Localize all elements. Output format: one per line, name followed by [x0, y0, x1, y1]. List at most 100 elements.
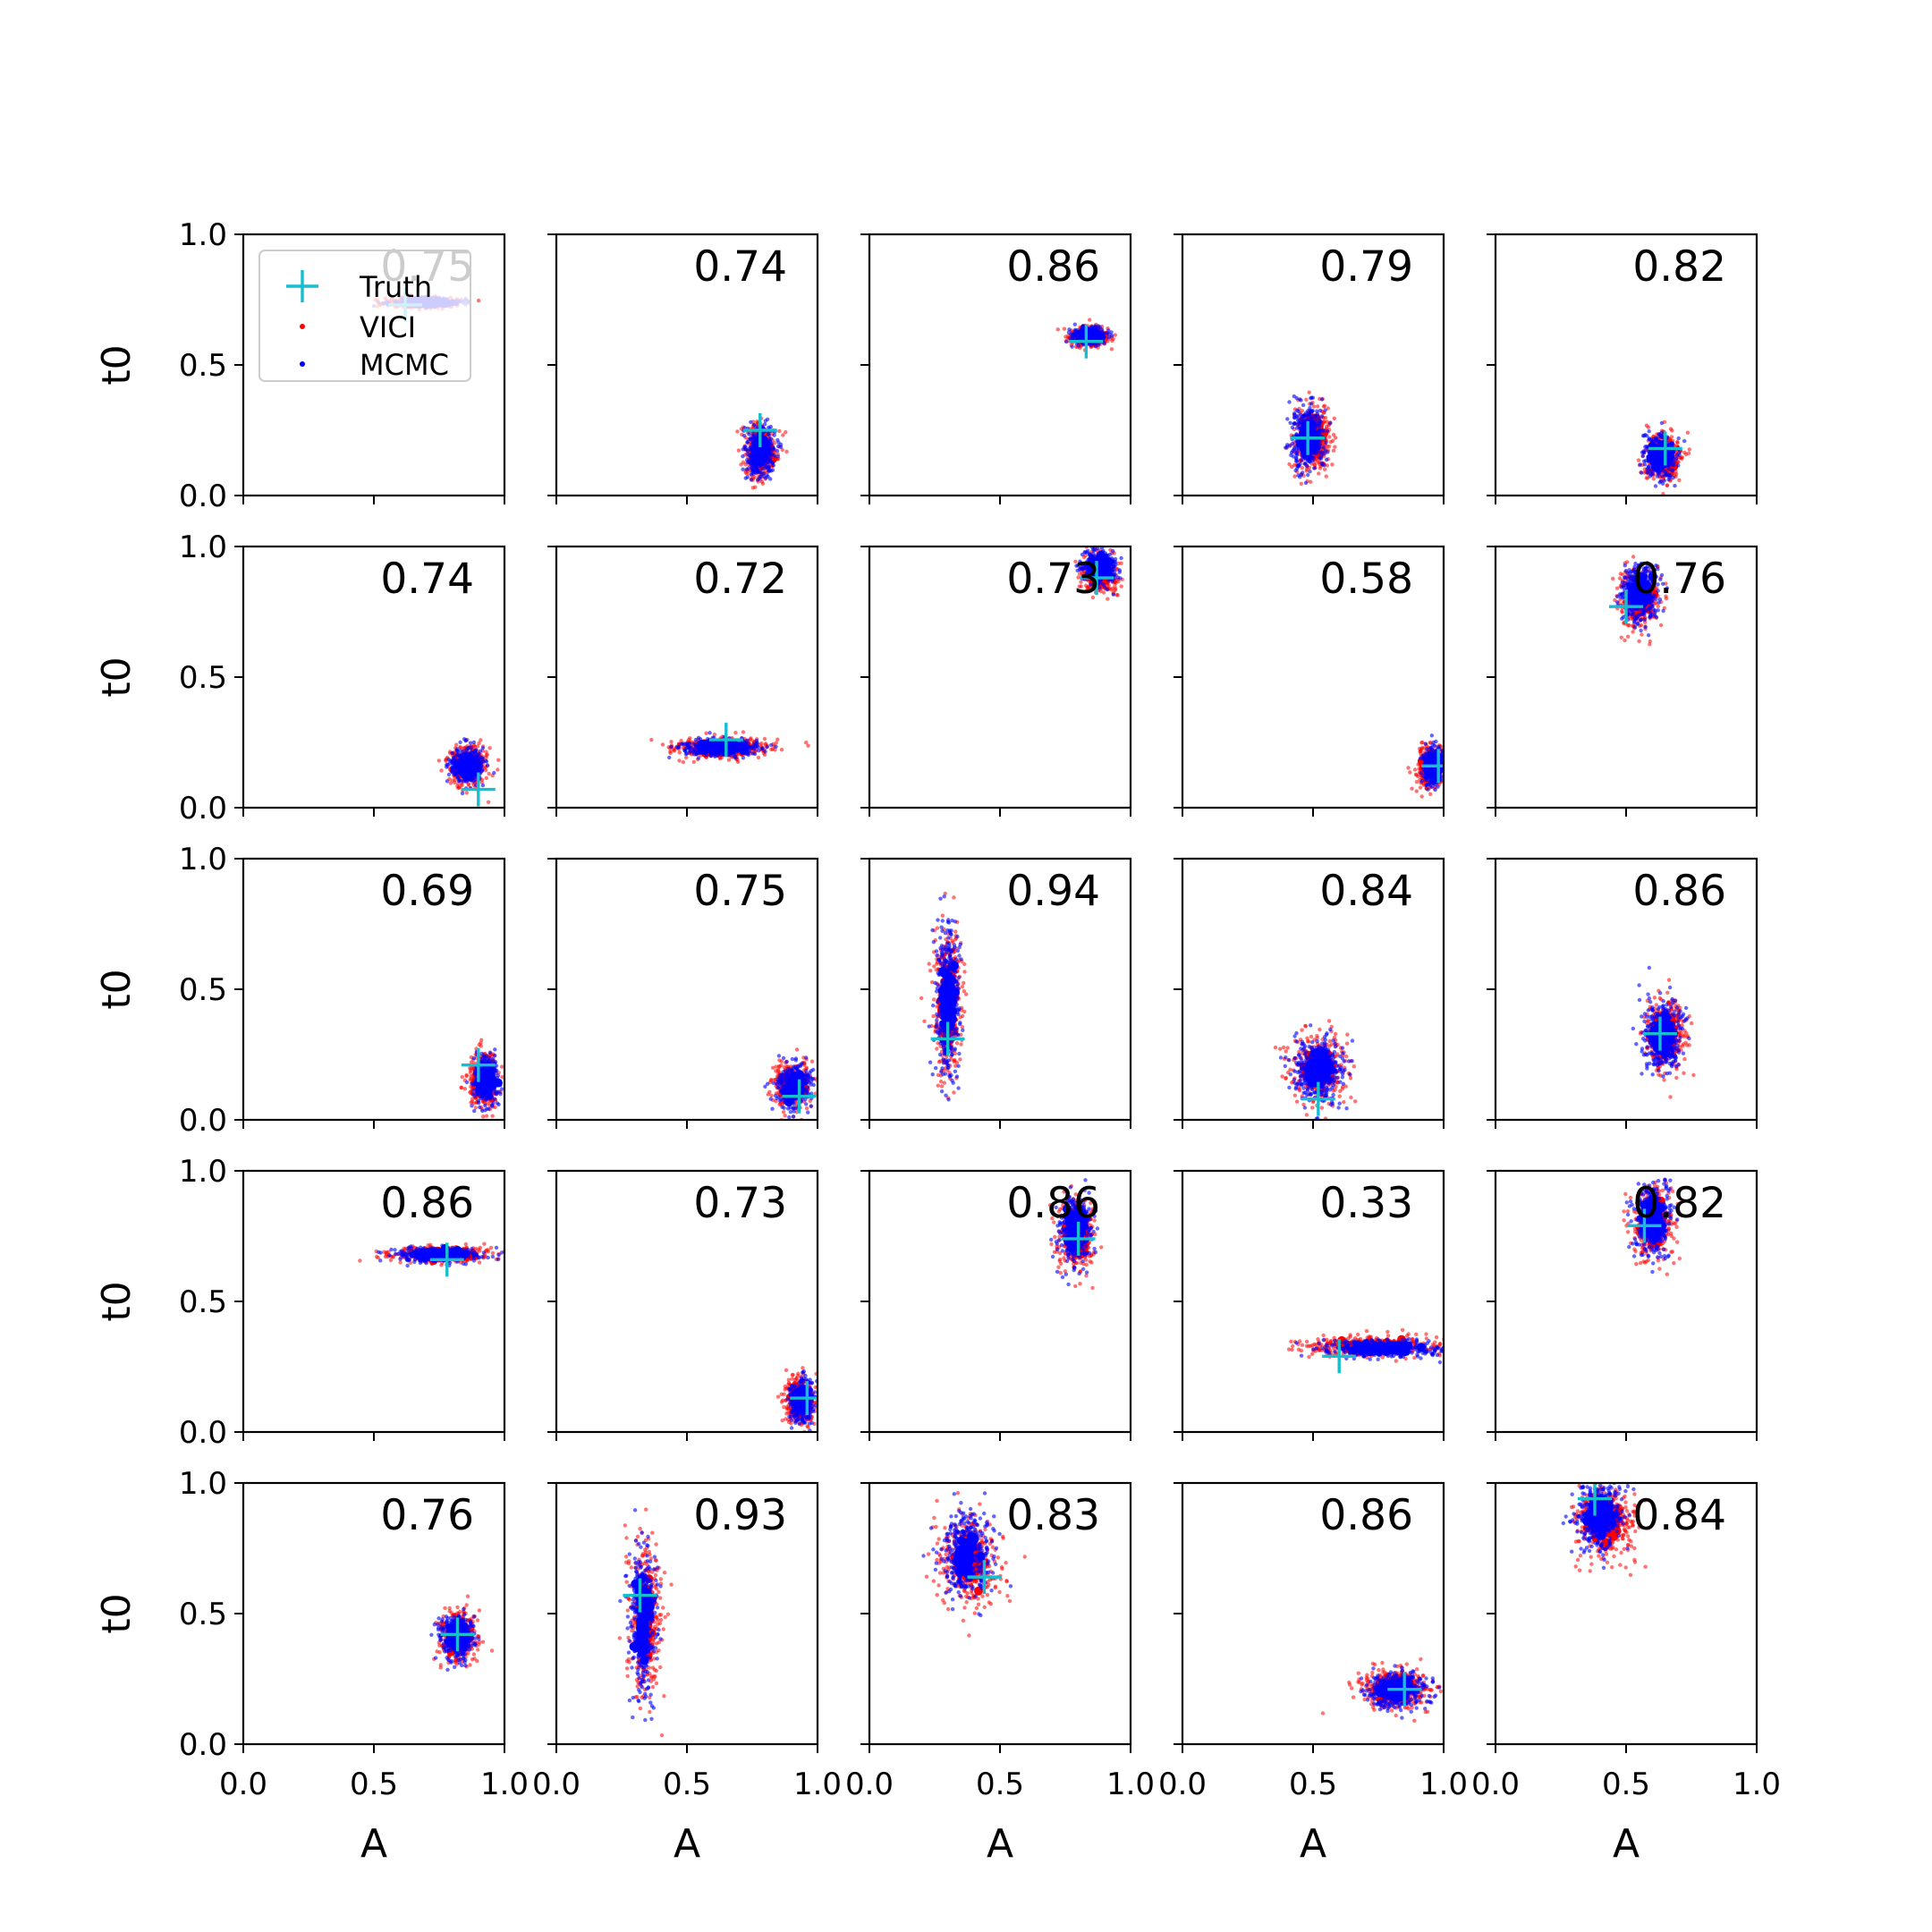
mcmc-point: [1324, 457, 1329, 462]
mcmc-point: [1293, 455, 1299, 461]
panel-points: [1284, 390, 1338, 486]
mcmc-point: [1325, 428, 1330, 434]
vici-point: [1685, 430, 1690, 435]
mcmc-point: [1317, 417, 1322, 421]
mcmc-point: [1662, 469, 1667, 473]
y-axis-label: t0: [94, 344, 140, 385]
vici-point: [1325, 419, 1330, 424]
mcmc-point: [775, 448, 780, 453]
vici-point: [784, 449, 789, 454]
vici-point: [487, 746, 492, 750]
panel-value-label: 0.74: [693, 242, 787, 292]
vici-point: [1670, 428, 1674, 433]
vici-point: [741, 460, 746, 464]
mcmc-point: [1326, 450, 1330, 454]
vici-point: [777, 428, 782, 434]
mcmc-point: [1640, 434, 1646, 438]
mcmc-point: [1093, 343, 1098, 349]
vici-point: [477, 741, 481, 746]
panel-points: [1636, 419, 1692, 496]
panel-points: [1055, 318, 1118, 359]
mcmc-point: [741, 467, 745, 471]
mcmc-point: [1654, 437, 1658, 442]
mcmc-point: [1318, 408, 1323, 413]
panels-layer: 0.00.51.0t00.750.740.860.790.820.00.51.0…: [94, 217, 1781, 1867]
mcmc-point: [1284, 445, 1290, 449]
mcmc-point: [1676, 436, 1681, 441]
mcmc-point: [1298, 397, 1302, 402]
vici-point: [1287, 462, 1292, 467]
vici-point: [479, 738, 483, 742]
truth-marker: [742, 413, 777, 447]
mcmc-point: [1318, 428, 1323, 433]
vici-point: [772, 441, 777, 445]
vici-point: [1332, 416, 1337, 420]
vici-point: [455, 784, 460, 789]
vici-point: [1331, 432, 1336, 437]
vici-point: [1062, 326, 1067, 331]
mcmc-point: [1663, 472, 1667, 477]
vici-point: [479, 777, 485, 782]
vici-point: [1321, 404, 1326, 409]
mcmc-point: [1295, 438, 1305, 448]
vici-point: [1324, 474, 1329, 479]
mcmc-point: [768, 477, 773, 481]
mcmc-point: [1655, 474, 1660, 479]
vici-point: [454, 742, 459, 747]
mcmc-point: [768, 436, 774, 441]
mcmc-point: [1292, 415, 1297, 420]
mcmc-point: [1294, 395, 1299, 401]
mcmc-point: [1309, 402, 1314, 406]
vici-point: [1333, 445, 1337, 449]
mcmc-point: [1066, 330, 1072, 335]
vici-point: [1317, 471, 1321, 476]
panel-points: [735, 413, 789, 490]
mcmc-point: [775, 454, 780, 459]
mcmc-point: [749, 478, 754, 482]
vici-point: [1300, 465, 1305, 470]
mcmc-point: [1657, 480, 1662, 485]
mcmc-point: [751, 432, 756, 436]
mcmc-point: [1315, 414, 1320, 419]
mcmc-point: [1109, 330, 1114, 335]
mcmc-point: [755, 469, 759, 473]
vici-point: [1326, 444, 1332, 449]
vici-point: [784, 430, 788, 435]
mcmc-point: [1676, 451, 1682, 455]
mcmc-point: [1309, 396, 1313, 401]
mcmc-point: [1289, 453, 1293, 458]
panel: 0.79: [1174, 233, 1445, 504]
mcmc-point: [1290, 425, 1295, 430]
mcmc-point: [1323, 408, 1327, 412]
vici-point: [1088, 318, 1092, 322]
mcmc-point: [1672, 462, 1676, 467]
mcmc-point: [1676, 463, 1681, 468]
vici-point: [448, 781, 453, 785]
mcmc-point: [767, 460, 772, 464]
mcmc-point: [1299, 472, 1304, 477]
mcmc-point: [1682, 438, 1687, 444]
mcmc-point: [778, 445, 784, 449]
mcmc-point: [1308, 405, 1312, 411]
mcmc-point: [1074, 332, 1080, 336]
vici-point: [1063, 335, 1068, 339]
y-tick-label: 0.5: [179, 348, 227, 384]
vici-point: [1651, 477, 1657, 481]
mcmc-point: [1099, 327, 1105, 332]
vici-point: [1325, 463, 1330, 468]
mcmc-point: [1319, 397, 1325, 402]
mcmc-point: [1640, 453, 1646, 459]
vici-point: [460, 783, 464, 788]
vici-point: [1644, 423, 1649, 428]
mcmc-point: [1285, 417, 1290, 421]
mcmc-point: [1318, 443, 1322, 447]
mcmc-point: [760, 467, 765, 471]
mcmc-point: [1649, 470, 1654, 474]
panel: 0.86: [860, 233, 1132, 504]
mcmc-point: [1314, 451, 1318, 455]
mcmc-point: [756, 443, 766, 453]
panel-value-label: 0.82: [1632, 242, 1726, 292]
panel-value-label: 0.79: [1319, 242, 1413, 292]
mcmc-point: [1673, 483, 1677, 488]
